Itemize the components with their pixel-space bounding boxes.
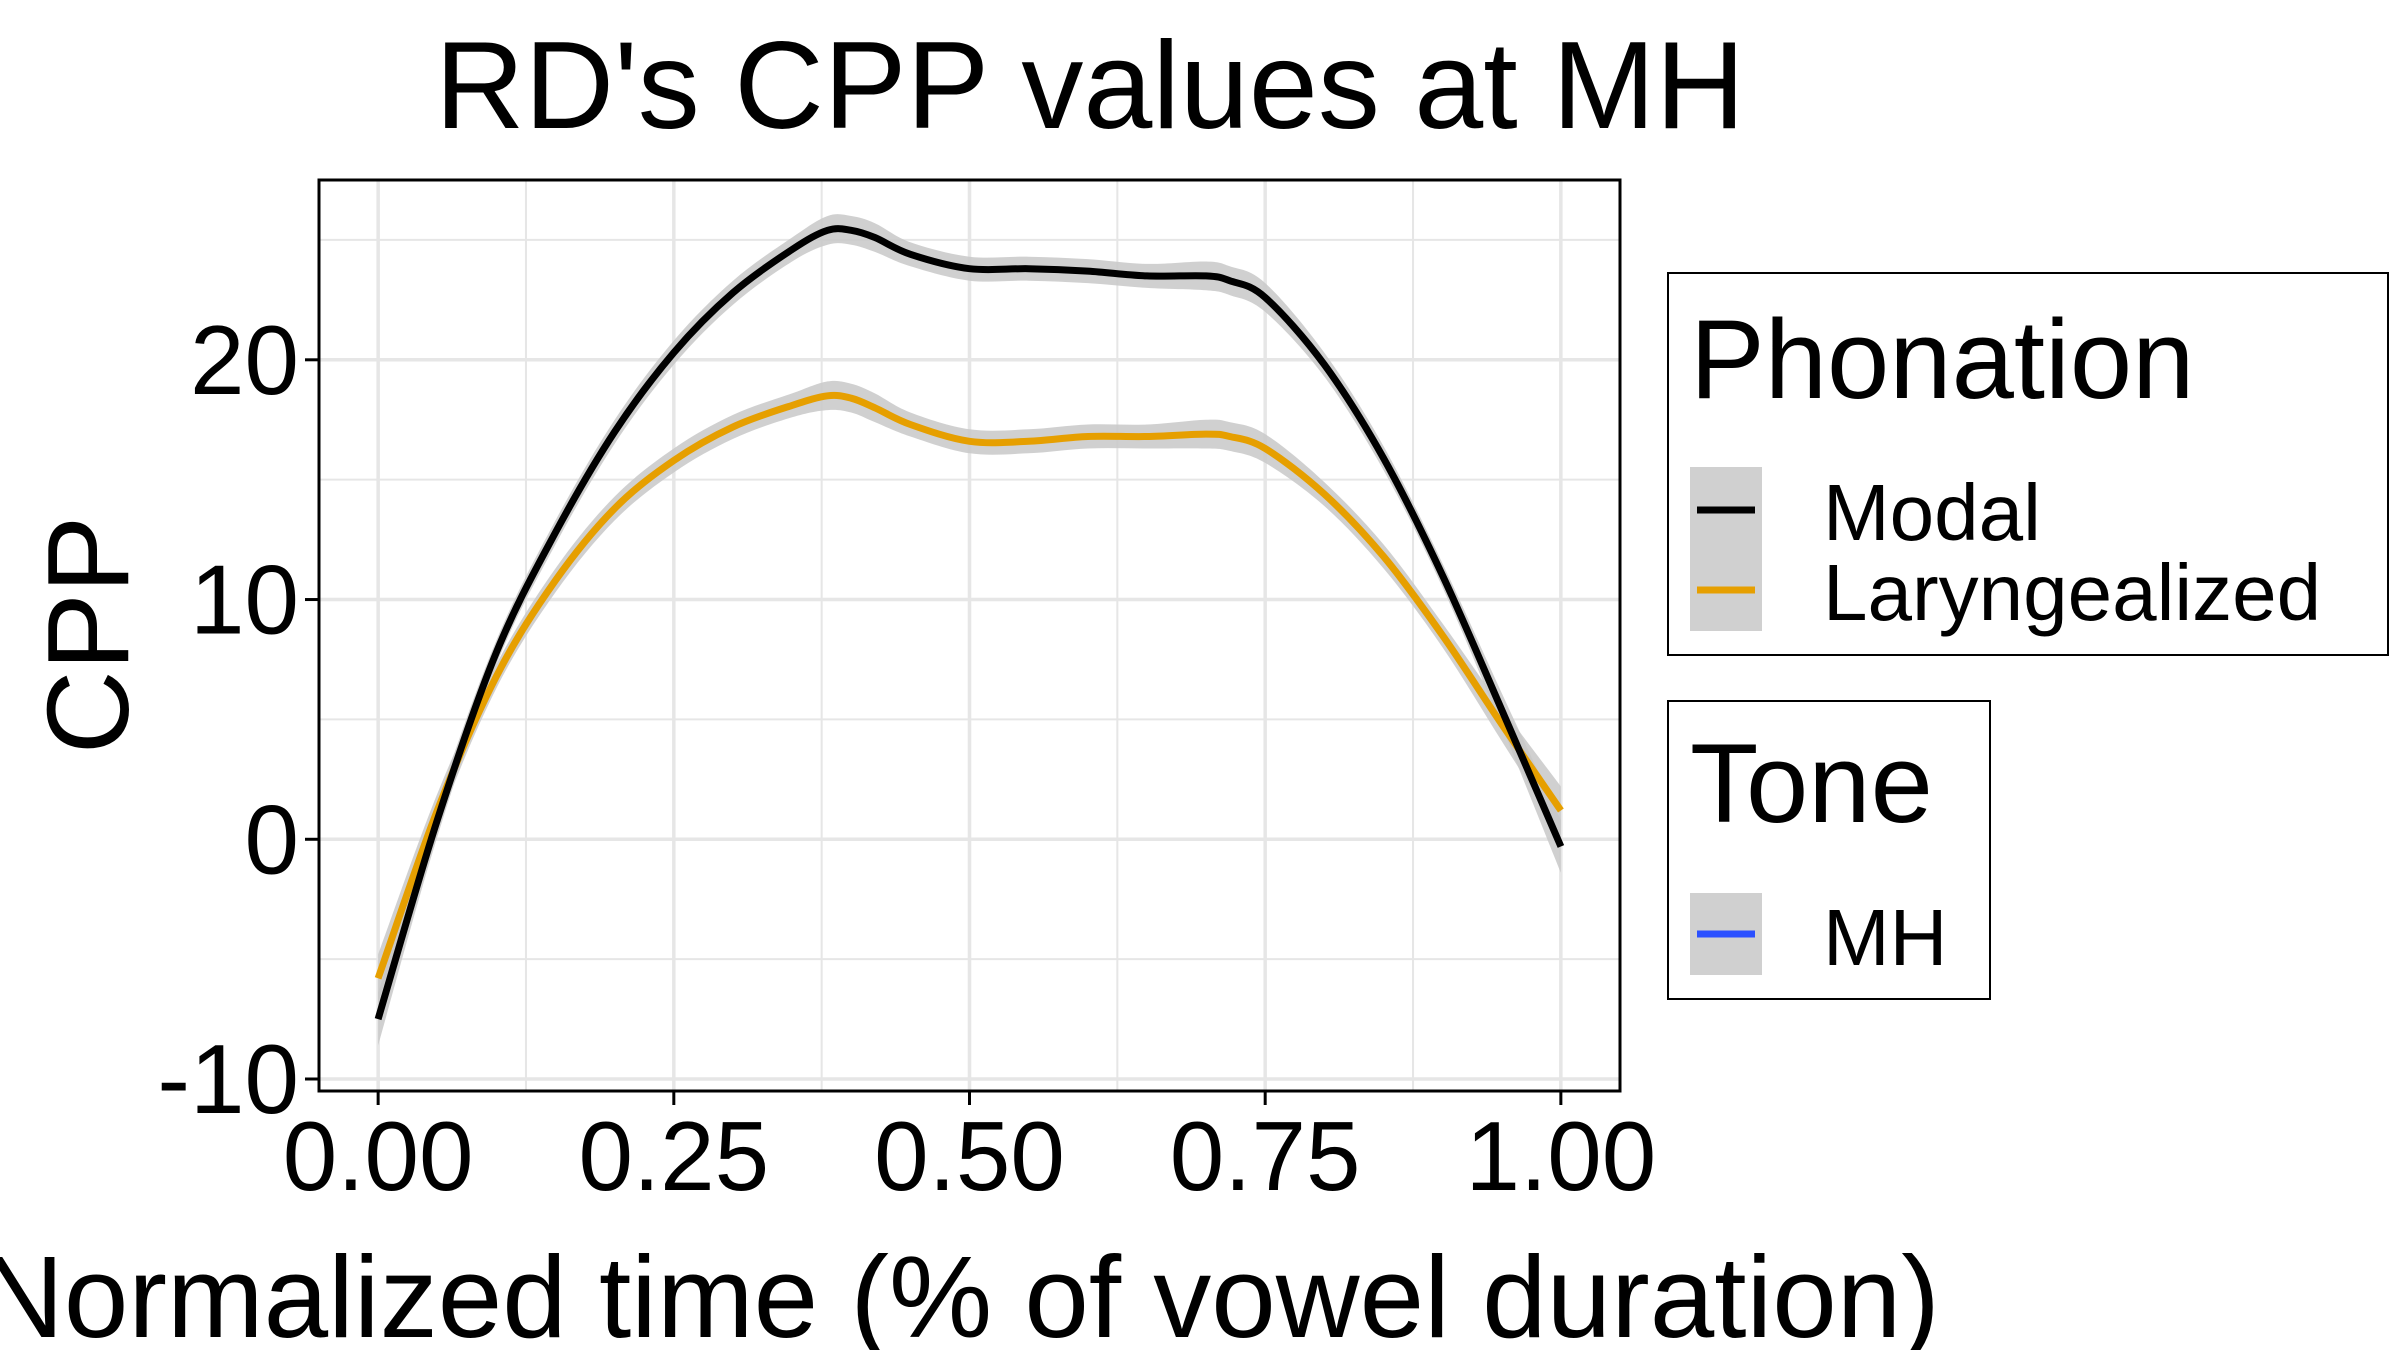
series-lines (374, 225, 1565, 1021)
x-axis-label: Normalized time (% of vowel duration) (0, 1232, 1940, 1350)
legend-phonation-title: Phonation (1690, 297, 2194, 422)
x-tick-label: 0.25 (578, 1101, 769, 1211)
y-axis-label: CPP (23, 516, 153, 755)
legend-label-mh: MH (1823, 893, 1947, 982)
legend-phonation-box (1667, 272, 2389, 656)
y-tick-label: 10 (190, 545, 299, 655)
y-tick-label: 0 (244, 784, 299, 894)
legend-tone: Tone MH (1667, 700, 1991, 1000)
x-tick-label: 1.00 (1465, 1101, 1656, 1211)
legend-label-modal: Modal (1823, 468, 2041, 557)
x-tick-label: 0.50 (874, 1101, 1065, 1211)
series-line-laryngealized (374, 391, 1564, 980)
legend-phonation: Phonation Modal Laryngealized (1667, 272, 2389, 656)
plot-panel (317, 178, 1622, 1093)
legend-tone-title: Tone (1690, 721, 1933, 846)
series-line-modal (374, 225, 1565, 1021)
x-axis: 0.00 0.25 0.50 0.75 1.00 (283, 1091, 1656, 1211)
x-tick-label: 0.00 (283, 1101, 474, 1211)
y-tick-label: -10 (157, 1024, 299, 1134)
x-tick-label: 0.75 (1170, 1101, 1361, 1211)
chart-title: RD's CPP values at MH (435, 17, 1745, 155)
y-tick-label: 20 (190, 305, 299, 415)
y-axis: -10 0 10 20 (157, 305, 319, 1134)
legend-key-background (1690, 467, 1762, 631)
legend-label-laryngealized: Laryngealized (1823, 548, 2321, 637)
